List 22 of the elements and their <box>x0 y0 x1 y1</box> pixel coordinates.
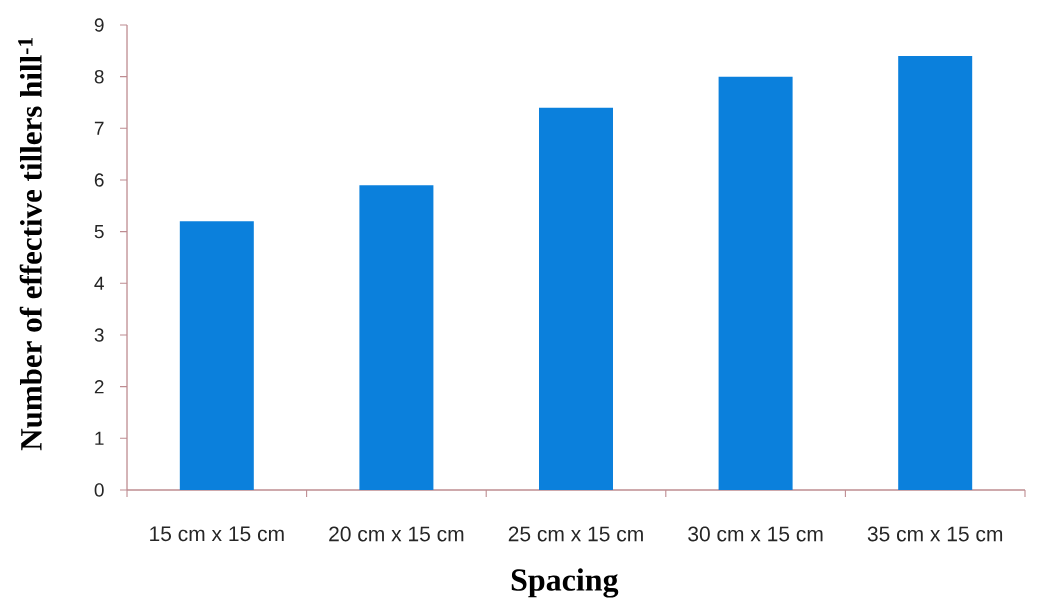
x-tick-label: 25 cm x 15 cm <box>508 526 643 542</box>
y-tick-label: 0 <box>94 483 104 497</box>
y-tick-label: 6 <box>94 173 104 187</box>
y-tick-label: 2 <box>94 380 104 394</box>
y-tick-label: 4 <box>94 276 104 290</box>
y-axis-title: Number of effective tillers hill$^{-1}$ <box>18 37 42 451</box>
y-tick-label: 9 <box>94 18 104 32</box>
y-tick-label: 8 <box>94 69 104 84</box>
bar <box>359 185 434 490</box>
y-tick-label: 5 <box>94 225 104 239</box>
x-tick-label: 20 cm x 15 cm <box>329 526 464 542</box>
bar <box>718 76 793 490</box>
x-axis-title: Spacing <box>511 568 619 598</box>
x-tick-label: 35 cm x 15 cm <box>867 526 1003 542</box>
y-tick-label: 7 <box>94 121 104 135</box>
bar <box>179 221 254 490</box>
x-tick-label: 30 cm x 15 cm <box>688 526 823 542</box>
x-tick-label: 15 cm x 15 cm <box>150 526 284 542</box>
bar <box>539 107 613 490</box>
y-tick-label: 3 <box>94 328 104 342</box>
y-tick-label: 1 <box>95 431 104 445</box>
bar <box>898 55 973 490</box>
